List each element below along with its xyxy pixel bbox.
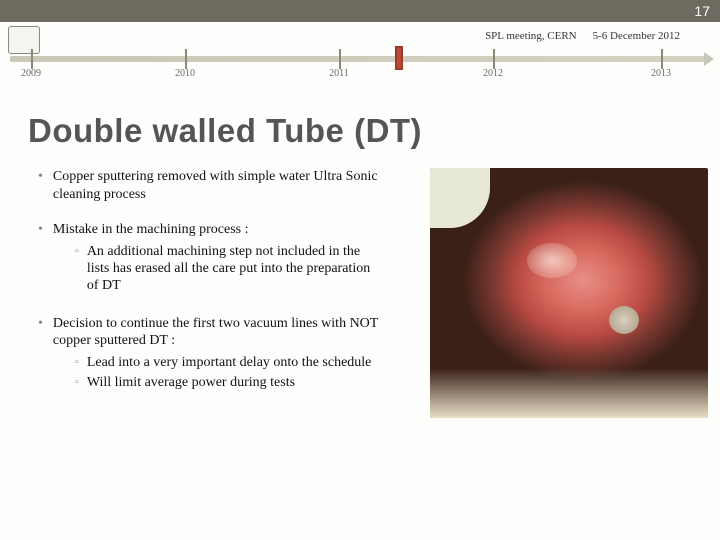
timeline-tick bbox=[493, 49, 495, 69]
sub-list: ▫ Lead into a very important delay onto t… bbox=[53, 354, 380, 391]
bullet-item: •Decision to continue the first two vacu… bbox=[38, 315, 380, 394]
bullet-item: • Copper sputtering removed with simple w… bbox=[38, 168, 380, 203]
sub-list: ▫An additional machining step not includ… bbox=[53, 243, 380, 294]
timeline-tick bbox=[31, 49, 33, 69]
meeting-name: SPL meeting, CERN bbox=[485, 30, 577, 42]
timeline-year-label: 2010 bbox=[175, 68, 195, 79]
tube-photo bbox=[430, 168, 708, 418]
timeline-tick bbox=[185, 49, 187, 69]
timeline-year-label: 2011 bbox=[329, 68, 349, 79]
timeline-line bbox=[10, 56, 710, 62]
timeline: 2009 2010 2011 2012 2013 bbox=[10, 52, 710, 76]
sub-bullet-icon: ▫ bbox=[75, 243, 79, 294]
sub-text: Will limit average power during tests bbox=[87, 374, 295, 391]
bullet-dot-icon: • bbox=[38, 168, 43, 203]
timeline-tick bbox=[661, 49, 663, 69]
sub-item: ▫ Lead into a very important delay onto t… bbox=[75, 354, 380, 371]
page-number: 17 bbox=[694, 3, 710, 19]
sub-text: An additional machining step not include… bbox=[87, 243, 380, 294]
bullet-text: Decision to continue the first two vacuu… bbox=[53, 315, 380, 394]
timeline-arrow-icon bbox=[704, 52, 714, 66]
bullet-dot-icon: • bbox=[38, 315, 43, 394]
meeting-date: 5-6 December 2012 bbox=[593, 30, 680, 42]
timeline-year-label: 2012 bbox=[483, 68, 503, 79]
timeline-tick bbox=[339, 49, 341, 69]
bullet-text: Mistake in the machining process :▫An ad… bbox=[53, 221, 380, 297]
slide-title: Double walled Tube (DT) bbox=[0, 112, 720, 150]
timeline-year-label: 2013 bbox=[651, 68, 671, 79]
sub-text: Lead into a very important delay onto th… bbox=[87, 354, 372, 371]
bullet-text: Copper sputtering removed with simple wa… bbox=[53, 168, 380, 203]
timeline-current-marker bbox=[395, 46, 403, 70]
photo-spot bbox=[609, 306, 639, 334]
sub-bullet-icon: ▫ bbox=[75, 374, 79, 391]
bullet-item: •Mistake in the machining process :▫An a… bbox=[38, 221, 380, 297]
content-area: • Copper sputtering removed with simple w… bbox=[0, 168, 380, 394]
sub-item: ▫ Will limit average power during tests bbox=[75, 374, 380, 391]
meeting-info: SPL meeting, CERN 5-6 December 2012 bbox=[485, 30, 680, 42]
photo-highlight bbox=[527, 243, 577, 278]
timeline-year-label: 2009 bbox=[21, 68, 41, 79]
cern-logo bbox=[8, 26, 40, 54]
sub-bullet-icon: ▫ bbox=[75, 354, 79, 371]
page-number-bar: 17 bbox=[0, 0, 720, 22]
sub-item: ▫An additional machining step not includ… bbox=[75, 243, 380, 294]
bullet-dot-icon: • bbox=[38, 221, 43, 297]
